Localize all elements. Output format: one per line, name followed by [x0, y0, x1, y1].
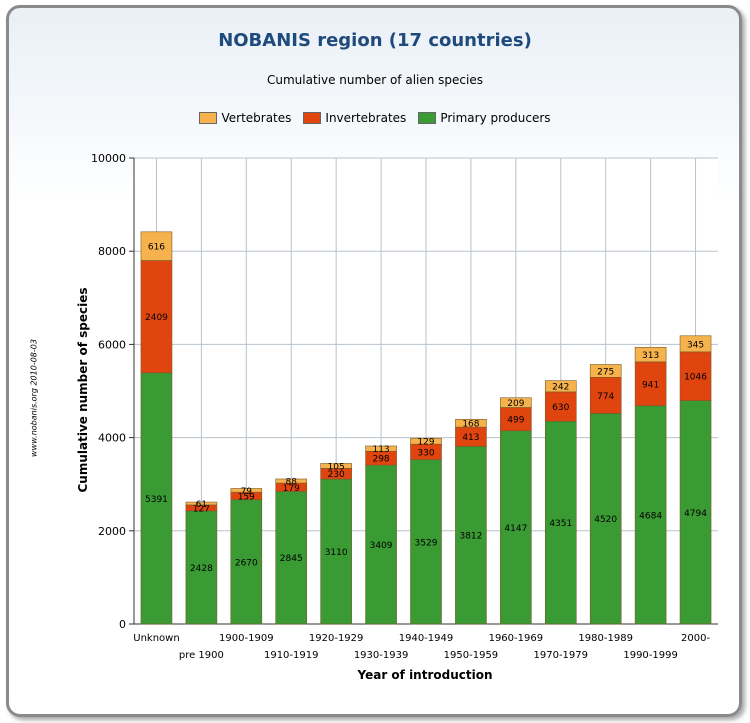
x-tick-label: 2000- [681, 633, 710, 644]
bar-vertebrates [365, 445, 397, 452]
data-label: 2409 [145, 313, 168, 323]
data-label: 79 [241, 487, 253, 497]
data-label: 2428 [190, 564, 213, 574]
bar-invertebrates [679, 351, 712, 401]
bar-primary-producers [634, 405, 667, 625]
bar-vertebrates [140, 231, 173, 261]
bar-primary-producers [230, 499, 263, 625]
data-label: 113 [372, 445, 389, 455]
bar-invertebrates [140, 260, 173, 374]
data-label: 4520 [594, 515, 617, 525]
x-tick-label: Unknown [133, 633, 179, 644]
data-label: 330 [417, 448, 434, 458]
bar-primary-producers [320, 478, 352, 625]
data-label: 2670 [235, 558, 258, 568]
legend-item-invertebrates: Invertebrates [303, 111, 406, 125]
bar-vertebrates [544, 380, 577, 393]
bar-primary-producers [679, 400, 712, 625]
legend-swatch-primary-producers [418, 112, 437, 124]
bar-vertebrates [634, 346, 667, 363]
x-tick-label: 1930-1939 [354, 650, 409, 661]
x-tick-label: 1970-1979 [534, 650, 589, 661]
data-label: 3529 [415, 538, 438, 548]
y-tick-label: 10000 [91, 152, 126, 165]
legend-label-vertebrates: Vertebrates [221, 111, 292, 125]
x-axis-label: Year of introduction [357, 668, 493, 682]
bar-vertebrates [500, 397, 532, 408]
data-label: 159 [238, 492, 255, 502]
data-label: 275 [597, 367, 614, 377]
bar-primary-producers [365, 464, 397, 625]
data-label: 298 [372, 455, 389, 465]
data-label: 4147 [504, 524, 527, 534]
bar-vertebrates [185, 501, 218, 506]
data-label: 313 [642, 351, 659, 361]
chart-subtitle: Cumulative number of alien species [267, 73, 483, 87]
bar-vertebrates [410, 437, 442, 445]
bar-primary-producers [140, 372, 173, 625]
data-label: 4684 [639, 511, 662, 521]
data-label: 61 [196, 500, 207, 510]
x-tick-label: 1950-1959 [444, 650, 499, 661]
y-tick-label: 6000 [98, 338, 126, 351]
data-label: 105 [328, 462, 345, 472]
bar-vertebrates [320, 463, 352, 469]
y-tick-label: 2000 [98, 525, 126, 538]
legend-label-invertebrates: Invertebrates [325, 111, 407, 125]
data-label: 168 [462, 420, 479, 430]
y-tick-label: 4000 [98, 432, 126, 445]
data-label: 4794 [684, 509, 707, 519]
data-label: 230 [328, 470, 345, 480]
legend-swatch-vertebrates [199, 112, 218, 124]
x-tick-label: 1960-1969 [489, 633, 544, 644]
x-tick-label: 1980-1989 [578, 633, 633, 644]
bar-invertebrates [589, 376, 622, 414]
x-tick-label: 1920-1929 [309, 633, 364, 644]
data-label: 88 [286, 478, 298, 488]
y-tick-label: 8000 [98, 245, 126, 258]
data-label: 941 [642, 380, 659, 390]
data-label: 5391 [145, 495, 168, 505]
legend-item-vertebrates: Vertebrates [199, 111, 291, 125]
data-label: 413 [462, 433, 479, 443]
data-label: 179 [283, 484, 300, 494]
data-label: 1046 [684, 373, 707, 383]
bar-primary-producers [275, 491, 308, 625]
data-label: 242 [552, 383, 569, 393]
data-label: 127 [193, 504, 210, 514]
data-label: 209 [507, 399, 524, 409]
data-label: 630 [552, 403, 569, 413]
x-tick-label: 1900-1909 [219, 633, 274, 644]
data-label: 2845 [280, 554, 303, 564]
data-label: 3812 [459, 532, 482, 542]
data-label: 616 [148, 243, 165, 253]
data-label: 774 [597, 392, 614, 402]
bar-primary-producers [455, 446, 487, 625]
y-tick-label: 0 [119, 618, 126, 631]
bar-primary-producers [544, 420, 577, 625]
x-tick-label: 1910-1919 [264, 650, 319, 661]
data-label: 3409 [370, 541, 393, 551]
chart-title: NOBANIS region (17 countries) [218, 30, 532, 51]
x-tick-label: 1940-1949 [399, 633, 454, 644]
legend-label-primary-producers: Primary producers [440, 111, 551, 125]
data-label: 4351 [549, 519, 572, 529]
data-label: 345 [687, 340, 704, 350]
bar-vertebrates [589, 364, 622, 378]
bar-vertebrates [679, 335, 712, 353]
bar-vertebrates [275, 478, 308, 484]
legend: Vertebrates Invertebrates Primary produc… [0, 111, 750, 125]
legend-swatch-invertebrates [303, 112, 322, 124]
data-label: 129 [417, 438, 434, 448]
bar-vertebrates [455, 418, 487, 428]
legend-item-primary-producers: Primary producers [418, 111, 551, 125]
bar-primary-producers [410, 459, 442, 625]
data-label: 499 [507, 416, 524, 426]
data-label: 3110 [325, 548, 348, 558]
x-tick-label: pre 1900 [179, 650, 224, 661]
bar-vertebrates [230, 488, 263, 493]
x-tick-label: 1990-1999 [623, 650, 678, 661]
